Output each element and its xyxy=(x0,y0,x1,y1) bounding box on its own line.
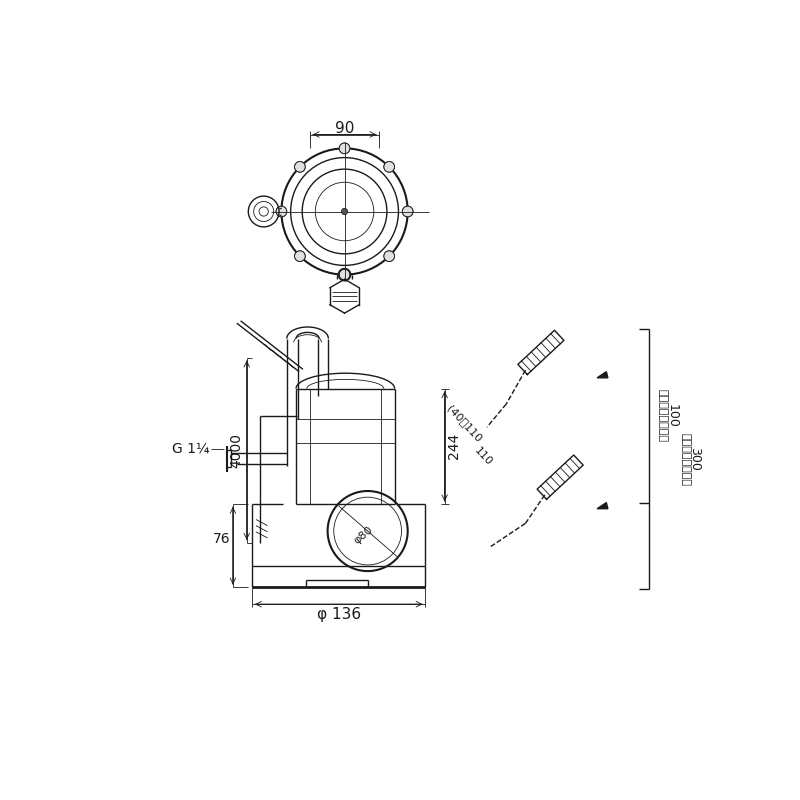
Circle shape xyxy=(294,162,306,172)
Text: 110: 110 xyxy=(472,446,494,467)
Text: φ80: φ80 xyxy=(352,524,375,546)
Text: 停止水位（最低）: 停止水位（最低） xyxy=(658,390,667,442)
Text: 4000: 4000 xyxy=(230,433,244,468)
Text: 90: 90 xyxy=(335,121,354,136)
Text: 244: 244 xyxy=(447,434,461,459)
Circle shape xyxy=(342,209,348,214)
Circle shape xyxy=(339,143,350,154)
Text: 起動水位（最高）: 起動水位（最高） xyxy=(681,433,690,486)
Text: 76: 76 xyxy=(213,532,230,546)
Text: 100: 100 xyxy=(666,404,678,428)
Text: (40～110: (40～110 xyxy=(445,403,483,443)
Text: φ 136: φ 136 xyxy=(317,607,361,622)
Polygon shape xyxy=(597,372,608,378)
Circle shape xyxy=(402,206,413,217)
Circle shape xyxy=(276,206,286,217)
Text: 300: 300 xyxy=(688,447,702,471)
Circle shape xyxy=(294,250,306,262)
Text: G 1¼: G 1¼ xyxy=(172,442,210,456)
Circle shape xyxy=(339,270,350,280)
Polygon shape xyxy=(597,502,608,509)
Circle shape xyxy=(384,250,394,262)
Circle shape xyxy=(384,162,394,172)
